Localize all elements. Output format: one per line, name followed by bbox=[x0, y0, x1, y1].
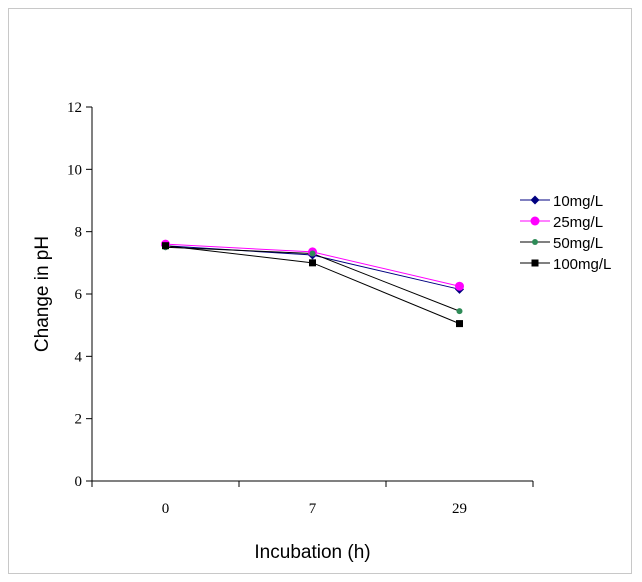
legend-label: 100mg/L bbox=[553, 256, 611, 273]
data-point bbox=[456, 308, 463, 315]
y-tick-label: 6 bbox=[75, 287, 83, 303]
y-axis-title: Change in pH bbox=[32, 236, 53, 352]
legend-label: 50mg/L bbox=[553, 235, 603, 252]
y-tick-label: 2 bbox=[75, 412, 83, 428]
legend-marker bbox=[530, 216, 540, 226]
y-tick-label: 10 bbox=[67, 162, 82, 178]
legend: 10mg/L 25mg/L 50mg/L 100mg/L bbox=[520, 193, 611, 273]
chart-frame bbox=[8, 8, 632, 574]
data-point bbox=[309, 259, 316, 267]
y-tick-label: 4 bbox=[75, 349, 83, 365]
legend-label: 25mg/L bbox=[553, 214, 603, 231]
x-tick-label: 0 bbox=[162, 501, 170, 517]
y-tick-label: 12 bbox=[67, 100, 82, 116]
legend-marker bbox=[532, 239, 538, 245]
legend-label: 10mg/L bbox=[553, 193, 603, 210]
axes bbox=[91, 107, 533, 482]
legend-marker bbox=[531, 259, 539, 267]
data-point bbox=[162, 242, 169, 250]
y-ticks: 0 2 4 6 8 10 12 bbox=[67, 100, 92, 490]
y-tick-label: 8 bbox=[75, 225, 83, 241]
x-ticks: 0 7 29 bbox=[91, 481, 534, 517]
data-point bbox=[456, 320, 463, 328]
data-point bbox=[309, 250, 316, 257]
legend-marker bbox=[530, 195, 540, 205]
data-point bbox=[455, 281, 464, 291]
x-tick-label: 7 bbox=[309, 501, 317, 517]
x-axis-title: Incubation (h) bbox=[254, 542, 370, 563]
series-markers bbox=[161, 239, 464, 328]
x-tick-label: 29 bbox=[452, 501, 467, 517]
y-tick-label: 0 bbox=[75, 474, 83, 490]
